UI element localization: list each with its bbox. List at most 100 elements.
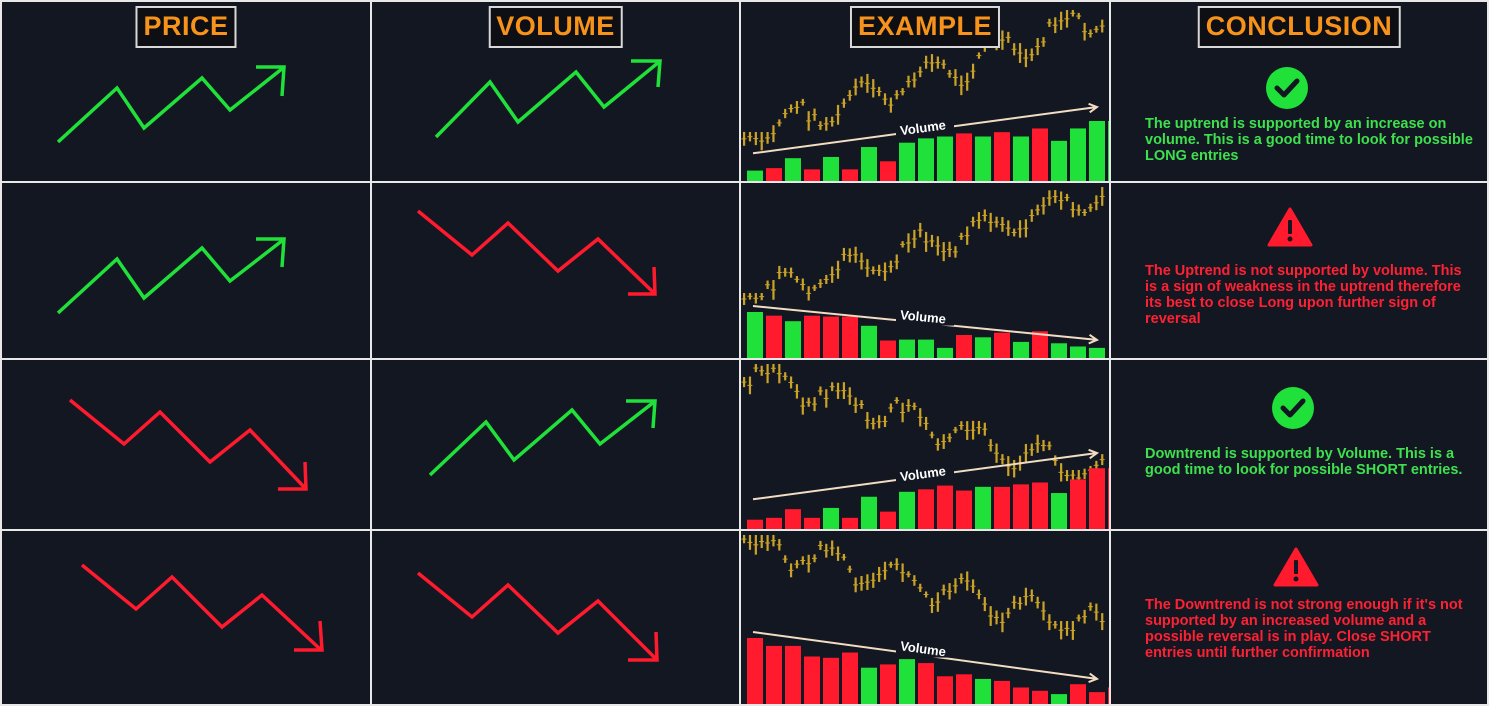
volume-bar — [861, 147, 877, 181]
volume-bar — [1089, 347, 1105, 358]
warning-icon — [1267, 207, 1313, 247]
volume-bar — [975, 337, 991, 358]
volume-bar — [1108, 121, 1109, 181]
volume-bar — [956, 335, 972, 358]
price-header: PRICE — [135, 6, 237, 48]
volume-bar — [861, 325, 877, 358]
volume-bar — [1051, 140, 1067, 181]
volume-bar — [956, 674, 972, 704]
volume-bar — [956, 490, 972, 529]
volume-label: Volume — [899, 307, 946, 326]
volume-bar — [1070, 684, 1086, 704]
volume-bar — [861, 496, 877, 529]
volume-cell-4 — [372, 531, 741, 706]
volume-bar — [842, 316, 858, 358]
conclusion-header: CONCLUSION — [1197, 6, 1401, 48]
volume-trend-arrowhead — [1088, 448, 1100, 460]
volume-bar — [994, 680, 1010, 704]
example-chart-2: Volume — [741, 187, 1105, 358]
volume-bar — [1108, 687, 1109, 704]
volume-bar — [766, 517, 782, 529]
volume-bar — [937, 676, 953, 704]
volume-bar — [1070, 346, 1086, 358]
conclusion-text-2: The Uptrend is not supported by volume. … — [1145, 263, 1462, 327]
price-candles — [741, 364, 1105, 487]
volume-bar — [785, 321, 801, 358]
volume-bar — [1070, 128, 1086, 181]
price-candles — [741, 535, 1105, 640]
volume-bar — [766, 168, 782, 181]
conclusion-text-4: The Downtrend is not strong enough if it… — [1145, 597, 1463, 661]
volume-bar — [842, 169, 858, 181]
zigzag-up-arrow-icon — [434, 59, 662, 139]
zigzag-down-arrow-icon — [68, 398, 308, 491]
volume-bar — [1032, 331, 1048, 358]
volume-bar — [937, 485, 953, 529]
volume-bar — [842, 517, 858, 529]
example-cell-1: EXAMPLE Volume — [741, 0, 1111, 183]
volume-label: Volume — [899, 117, 947, 138]
zigzag-down-arrow-icon — [416, 571, 659, 662]
volume-trend-arrowhead — [1088, 334, 1100, 345]
volume-bar — [1013, 341, 1029, 358]
zigzag-down-arrow-icon — [80, 563, 324, 652]
conclusion-cell-4: The Downtrend is not strong enough if it… — [1111, 531, 1489, 706]
volume-bar — [1089, 121, 1105, 181]
price-cell-1: PRICE — [0, 0, 372, 183]
volume-bar — [880, 161, 896, 181]
conclusion-cell-3: Downtrend is supported by Volume. This i… — [1111, 360, 1489, 531]
volume-bar — [747, 312, 763, 358]
volume-bar — [994, 132, 1010, 181]
volume-label: Volume — [899, 638, 947, 659]
volume-bar — [823, 316, 839, 358]
volume-bar — [804, 656, 820, 704]
volume-bar — [994, 486, 1010, 529]
volume-bar — [747, 638, 763, 704]
volume-bar — [899, 491, 915, 529]
volume-bar — [785, 645, 801, 704]
volume-bar — [861, 667, 877, 704]
volume-bar — [1089, 468, 1105, 529]
volume-bar — [1013, 687, 1029, 704]
volume-bar — [975, 136, 991, 181]
example-chart-4: Volume — [741, 535, 1109, 704]
conclusion-text-3: Downtrend is supported by Volume. This i… — [1145, 446, 1463, 478]
volume-bar — [747, 170, 763, 181]
volume-bar — [804, 517, 820, 529]
conclusion-text-1: The uptrend is supported by an increase … — [1145, 116, 1473, 164]
volume-label-bg — [896, 466, 954, 483]
volume-trend-arrowhead — [1088, 102, 1100, 114]
volume-bar — [766, 645, 782, 704]
volume-trend-arrowhead — [1088, 672, 1100, 684]
example-header: EXAMPLE — [849, 6, 1001, 48]
volume-bar — [918, 663, 934, 704]
volume-bar — [747, 519, 763, 529]
volume-bar — [1051, 493, 1067, 529]
volume-bar — [899, 142, 915, 181]
volume-bar — [918, 339, 934, 358]
volume-bar — [1013, 484, 1029, 529]
volume-bar — [842, 652, 858, 704]
volume-bar — [1032, 690, 1048, 704]
check-icon — [1272, 387, 1314, 429]
volume-label-bg — [896, 120, 954, 137]
volume-bar — [1108, 468, 1109, 529]
volume-bar — [1032, 482, 1048, 529]
price-cell-2 — [0, 183, 372, 360]
zigzag-up-arrow-icon — [56, 237, 286, 315]
volume-cell-2 — [372, 183, 741, 360]
volume-bar — [937, 136, 953, 181]
volume-bar — [823, 156, 839, 181]
volume-bar — [956, 133, 972, 181]
conclusion-cell-2: The Uptrend is not supported by volume. … — [1111, 183, 1489, 360]
volume-bar — [1051, 343, 1067, 358]
volume-bar — [766, 315, 782, 358]
volume-bar — [880, 340, 896, 358]
volume-bar — [994, 332, 1010, 358]
volume-bar — [899, 339, 915, 358]
volume-bar — [975, 486, 991, 529]
volume-bar — [1089, 692, 1105, 704]
volume-cell-3 — [372, 360, 741, 531]
zigzag-up-arrow-icon — [56, 65, 286, 144]
